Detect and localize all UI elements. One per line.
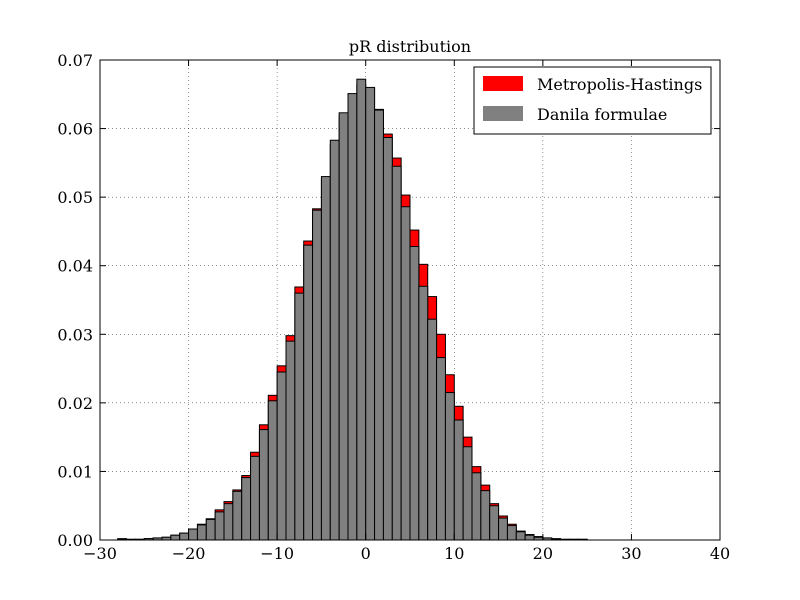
bar-danila-formulae <box>462 446 473 541</box>
x-tick-label: −20 <box>172 544 206 563</box>
bar-danila-formulae <box>312 209 322 541</box>
bar-danila-formulae <box>374 109 384 541</box>
bar-danila-formulae <box>480 490 491 541</box>
chart-title: pR distribution <box>349 37 471 56</box>
bar-danila-formulae <box>338 112 349 541</box>
y-tick-label: 0.03 <box>57 325 93 344</box>
bar-danila-formulae <box>214 511 225 541</box>
bar-danila-formulae <box>471 472 482 541</box>
legend-swatch-metropolis-hastings <box>483 76 523 91</box>
bar-danila-formulae <box>427 318 438 541</box>
x-tick-label: −10 <box>260 544 294 563</box>
y-tick-label: 0.06 <box>57 120 93 139</box>
bar-danila-formulae <box>409 246 420 541</box>
bar-danila-formulae <box>267 400 278 541</box>
y-tick-label: 0.05 <box>57 188 93 207</box>
bar-danila-formulae <box>382 136 393 541</box>
bar-danila-formulae <box>170 534 181 541</box>
x-tick-label: 0 <box>361 544 371 563</box>
bar-danila-formulae <box>303 244 314 541</box>
bar-danila-formulae <box>444 392 455 541</box>
bar-danila-formulae <box>232 490 243 541</box>
y-tick-label: 0.00 <box>57 531 93 550</box>
x-tick-label: −30 <box>83 544 117 563</box>
legend-label-danila-formulae: Danila formulae <box>537 105 667 124</box>
bar-danila-formulae <box>276 371 287 541</box>
y-tick-label: 0.07 <box>57 51 93 70</box>
bar-danila-formulae <box>391 165 402 541</box>
x-tick-label: 20 <box>533 544 553 563</box>
legend-label-metropolis-hastings: Metropolis-Hastings <box>537 75 702 94</box>
bar-danila-formulae <box>250 455 260 541</box>
bar-danila-formulae <box>196 524 207 541</box>
bar-danila-formulae <box>205 518 216 541</box>
bar-danila-formulae <box>329 139 340 541</box>
y-tick-label: 0.02 <box>57 394 93 413</box>
bar-danila-formulae <box>400 206 411 541</box>
plot-area-frame <box>99 59 721 541</box>
bar-danila-formulae <box>241 477 252 541</box>
legend-swatch-danila-formulae <box>483 106 523 121</box>
bar-danila-formulae <box>453 419 464 541</box>
x-tick-label: 40 <box>710 544 730 563</box>
y-tick-label: 0.01 <box>57 462 93 481</box>
bar-danila-formulae <box>188 528 198 541</box>
bar-danila-formulae <box>179 532 190 541</box>
bar-danila-formulae <box>515 531 526 541</box>
bar-danila-formulae <box>258 429 269 541</box>
y-tick-label: 0.04 <box>57 257 93 276</box>
bar-danila-formulae <box>223 503 234 541</box>
bar-danila-formulae <box>320 176 331 541</box>
bar-danila-formulae <box>506 525 517 541</box>
x-tick-label: 30 <box>621 544 641 563</box>
bar-danila-formulae <box>347 93 358 541</box>
bar-danila-formulae <box>436 357 446 541</box>
ticks-layer: −30 −20 −10 0 10 20 30 40 0.00 0.01 0.02 0.03 0.04 0.… <box>57 51 730 563</box>
x-tick-label: 10 <box>444 544 464 563</box>
legend: Metropolis-Hastings Danila formulae <box>473 66 712 135</box>
bar-danila-formulae <box>498 517 508 541</box>
bar-danila-formulae <box>365 86 376 541</box>
bar-danila-formulae <box>524 534 535 541</box>
bar-danila-formulae <box>418 285 429 541</box>
bars-layer <box>117 78 588 541</box>
bar-danila-formulae <box>356 78 367 541</box>
bar-danila-formulae <box>489 505 500 541</box>
bar-danila-formulae <box>285 340 296 541</box>
bar-danila-formulae <box>294 292 305 541</box>
